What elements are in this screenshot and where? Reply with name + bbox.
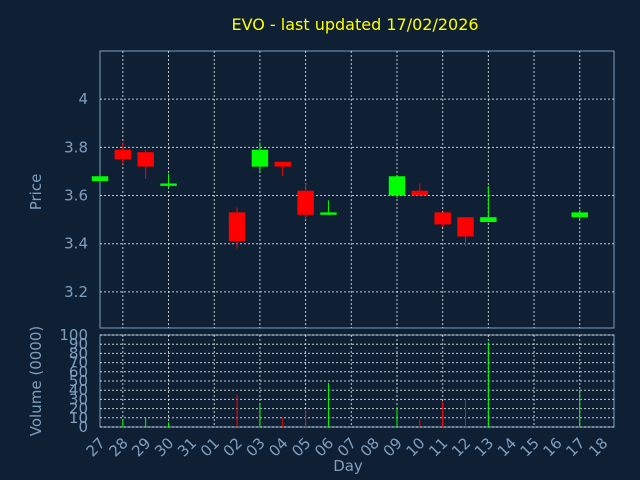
candle-body <box>388 176 406 196</box>
candle-06 <box>320 200 337 215</box>
x-tick: 18 <box>585 434 611 460</box>
candle-09 <box>388 176 406 198</box>
candle-29 <box>137 149 154 179</box>
chart-title: EVO - last updated 17/02/2026 <box>231 15 478 34</box>
candle-30 <box>160 173 177 189</box>
candle-12 <box>457 217 474 247</box>
candle-body <box>457 217 474 237</box>
candle-body <box>251 149 269 167</box>
candle-11 <box>434 212 451 227</box>
price-y-tick: 3.8 <box>64 138 88 156</box>
candle-body <box>160 183 177 186</box>
candle-04 <box>274 161 291 177</box>
candle-05 <box>297 183 314 220</box>
volume-axis-label: Volume (0000) <box>27 326 45 436</box>
volume-y-tick: 60 <box>69 363 88 381</box>
volume-y-tick: 90 <box>69 335 88 353</box>
volume-grid <box>100 334 614 428</box>
volume-y-tick: 30 <box>69 390 88 408</box>
candle-27 <box>91 176 109 182</box>
candle-body <box>91 176 109 182</box>
volume-y-tick: 70 <box>69 354 88 372</box>
volume-y-tick: 80 <box>69 344 88 362</box>
candles <box>91 142 588 249</box>
candle-body <box>297 190 314 215</box>
candle-03 <box>251 142 269 172</box>
candle-28 <box>114 142 132 165</box>
candle-body <box>228 212 246 242</box>
price-y-tick: 3.2 <box>64 283 88 301</box>
volume-y-tick: 100 <box>59 326 88 344</box>
price-y-tick: 3.4 <box>64 235 88 253</box>
candle-10 <box>411 183 429 196</box>
x-axis-label: Day <box>333 457 363 475</box>
candle-body <box>320 212 337 215</box>
candle-body <box>114 149 132 160</box>
price-axis-label: Price <box>27 174 45 211</box>
candle-body <box>137 152 154 167</box>
price-y-tick: 3.6 <box>64 187 88 205</box>
candle-body <box>480 217 497 223</box>
candle-body <box>411 190 429 196</box>
volume-y-tick: 20 <box>69 400 88 418</box>
volume-y-tick: 10 <box>69 409 88 427</box>
candle-body <box>434 212 451 225</box>
candle-body <box>571 212 588 218</box>
price-y-tick: 4 <box>78 90 88 108</box>
volume-y-tick: 50 <box>69 372 88 390</box>
price-y-ticks: 3.2 3.4 3.6 3.8 4 <box>64 90 88 301</box>
candle-13 <box>480 185 497 223</box>
candle-body <box>274 161 291 167</box>
volume-y-tick: 40 <box>69 381 88 399</box>
candle-17 <box>571 209 588 220</box>
volume-y-tick: 0 <box>78 418 88 436</box>
candle-02 <box>228 207 246 249</box>
volume-bars <box>122 342 581 427</box>
price-grid <box>100 51 614 328</box>
price-panel-frame <box>99 50 615 329</box>
